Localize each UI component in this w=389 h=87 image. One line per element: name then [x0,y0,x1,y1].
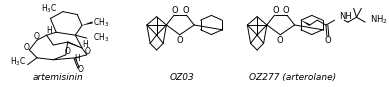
Text: O: O [85,47,91,56]
Text: OZ03: OZ03 [170,73,195,82]
Polygon shape [301,20,310,26]
Text: O: O [172,6,178,15]
Text: H: H [47,26,53,35]
Text: O: O [324,36,331,45]
Text: O: O [272,6,279,15]
Text: artemisinin: artemisinin [33,73,84,82]
Text: $\mathregular{CH_3}$: $\mathregular{CH_3}$ [93,32,109,44]
Text: O: O [24,44,30,52]
Text: $\mathregular{H_3C}$: $\mathregular{H_3C}$ [10,56,26,68]
Text: O: O [33,32,39,41]
Text: $\mathregular{NH_2}$: $\mathregular{NH_2}$ [370,14,388,26]
Text: O: O [78,65,84,74]
Text: O: O [177,36,183,45]
Polygon shape [82,21,93,25]
Text: H: H [82,39,88,49]
Text: O: O [65,47,71,56]
Text: $\mathregular{H_3C}$: $\mathregular{H_3C}$ [41,2,57,15]
Text: H: H [74,54,80,63]
Text: NH: NH [339,12,352,21]
Text: O: O [277,36,284,45]
Polygon shape [67,41,82,48]
Text: OZ277 (arterolane): OZ277 (arterolane) [249,73,336,82]
Text: O: O [283,6,289,15]
Text: $\mathregular{CH_3}$: $\mathregular{CH_3}$ [93,16,110,29]
Text: O: O [182,6,189,15]
